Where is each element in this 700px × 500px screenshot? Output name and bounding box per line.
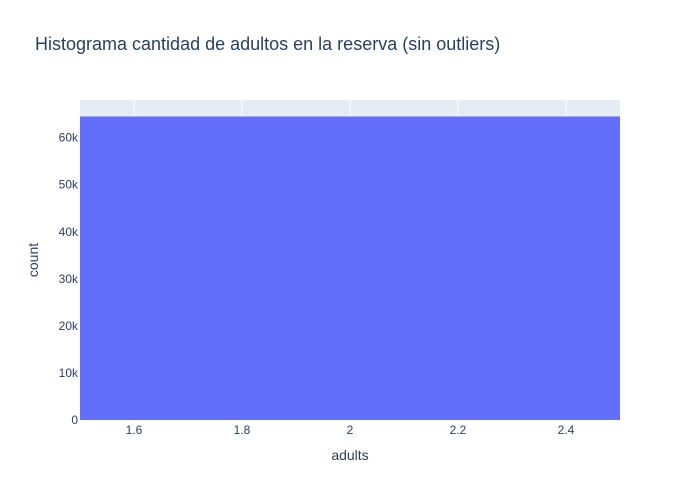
x-tick-label: 1.8 [234,423,251,437]
y-tick-label: 30k [59,272,79,286]
y-tick-label: 0 [71,413,78,427]
y-tick-label: 60k [59,131,79,145]
y-tick-label: 20k [59,319,79,333]
x-tick-label: 2 [347,423,354,437]
chart-title: Histograma cantidad de adultos en la res… [35,34,500,54]
x-tick-label: 2.2 [450,423,467,437]
x-axis-ticks: 1.6 1.8 2 2.2 2.4 [126,423,575,437]
y-axis-ticks: 0 10k 20k 30k 40k 50k 60k [59,131,79,427]
y-tick-label: 10k [59,366,79,380]
histogram-bar[interactable] [80,116,620,421]
x-tick-label: 1.6 [126,423,143,437]
x-axis-title: adults [331,447,368,463]
bars [80,116,620,421]
y-tick-label: 50k [59,178,79,192]
y-tick-label: 40k [59,225,79,239]
y-axis-title: count [25,243,41,277]
x-tick-label: 2.4 [558,423,575,437]
